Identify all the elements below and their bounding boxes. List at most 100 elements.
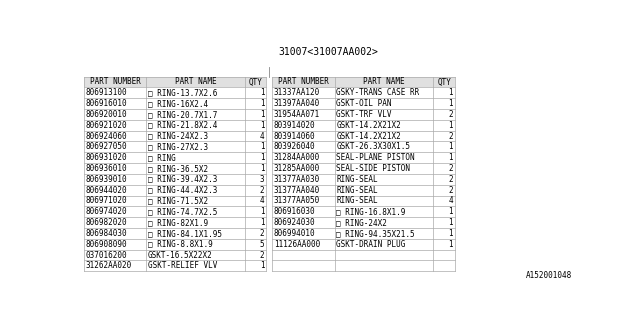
Text: 806916030: 806916030 — [274, 207, 316, 216]
Text: 806927050: 806927050 — [86, 142, 127, 151]
Text: 4: 4 — [449, 196, 453, 205]
Text: 31337AA120: 31337AA120 — [274, 88, 320, 97]
Text: 31377AA030: 31377AA030 — [274, 175, 320, 184]
Text: 806924030: 806924030 — [274, 218, 316, 227]
Bar — [273, 76, 455, 87]
Text: 1: 1 — [449, 207, 453, 216]
Text: 2: 2 — [449, 175, 453, 184]
Text: 806944020: 806944020 — [86, 186, 127, 195]
Text: □ RING: □ RING — [148, 153, 176, 162]
Text: □ RING-71.5X2: □ RING-71.5X2 — [148, 196, 208, 205]
Text: 806908090: 806908090 — [86, 240, 127, 249]
Text: □ RING-24X2: □ RING-24X2 — [337, 218, 387, 227]
Text: □ RING-21.8X2.4: □ RING-21.8X2.4 — [148, 121, 218, 130]
Text: □ RING-74.7X2.5: □ RING-74.7X2.5 — [148, 207, 218, 216]
Text: 806920010: 806920010 — [86, 110, 127, 119]
Text: □ RING-13.7X2.6: □ RING-13.7X2.6 — [148, 88, 218, 97]
Text: 1: 1 — [449, 121, 453, 130]
Text: PART NAME: PART NAME — [364, 77, 405, 86]
Text: □ RING-94.35X21.5: □ RING-94.35X21.5 — [337, 229, 415, 238]
Text: 2: 2 — [260, 186, 264, 195]
Text: □ RING-84.1X1.95: □ RING-84.1X1.95 — [148, 229, 222, 238]
Text: 1: 1 — [260, 207, 264, 216]
Text: 803914020: 803914020 — [274, 121, 316, 130]
Text: 31377AA040: 31377AA040 — [274, 186, 320, 195]
Text: 806971020: 806971020 — [86, 196, 127, 205]
Text: PART NUMBER: PART NUMBER — [278, 77, 329, 86]
Text: SEAL-PLANE PISTON: SEAL-PLANE PISTON — [337, 153, 415, 162]
Text: □ RING-36.5X2: □ RING-36.5X2 — [148, 164, 208, 173]
Text: 31007<31007AA002>: 31007<31007AA002> — [278, 47, 378, 57]
Text: 2: 2 — [449, 186, 453, 195]
Text: 1: 1 — [449, 153, 453, 162]
Text: 806913100: 806913100 — [86, 88, 127, 97]
Text: 806936010: 806936010 — [86, 164, 127, 173]
Text: QTY: QTY — [249, 77, 262, 86]
Text: 1: 1 — [260, 99, 264, 108]
Text: GSKT-26.3X30X1.5: GSKT-26.3X30X1.5 — [337, 142, 410, 151]
Text: A152001048: A152001048 — [526, 271, 572, 280]
Text: □ RING-16X2.4: □ RING-16X2.4 — [148, 99, 208, 108]
Text: 806939010: 806939010 — [86, 175, 127, 184]
Text: 1: 1 — [449, 88, 453, 97]
Text: 1: 1 — [449, 142, 453, 151]
Text: 806984030: 806984030 — [86, 229, 127, 238]
Text: GSKT-16.5X22X2: GSKT-16.5X22X2 — [148, 251, 212, 260]
Text: □ RING-27X2.3: □ RING-27X2.3 — [148, 142, 208, 151]
Text: PART NUMBER: PART NUMBER — [90, 77, 141, 86]
Bar — [84, 76, 266, 87]
Text: □ RING-24X2.3: □ RING-24X2.3 — [148, 132, 208, 140]
Text: 806924060: 806924060 — [86, 132, 127, 140]
Text: 3: 3 — [260, 175, 264, 184]
Text: 1: 1 — [260, 88, 264, 97]
Text: 5: 5 — [260, 240, 264, 249]
Text: 806974020: 806974020 — [86, 207, 127, 216]
Text: GSKT-DRAIN PLUG: GSKT-DRAIN PLUG — [337, 240, 406, 249]
Text: 806931020: 806931020 — [86, 153, 127, 162]
Text: 11126AA000: 11126AA000 — [274, 240, 320, 249]
Text: 31397AA040: 31397AA040 — [274, 99, 320, 108]
Text: 1: 1 — [260, 121, 264, 130]
Text: SEAL-SIDE PISTON: SEAL-SIDE PISTON — [337, 164, 410, 173]
Text: 2: 2 — [449, 110, 453, 119]
Text: 1: 1 — [449, 218, 453, 227]
Text: □ RING-39.4X2.3: □ RING-39.4X2.3 — [148, 175, 218, 184]
Text: 2: 2 — [449, 132, 453, 140]
Text: 31284AA000: 31284AA000 — [274, 153, 320, 162]
Text: □ RING-44.4X2.3: □ RING-44.4X2.3 — [148, 186, 218, 195]
Text: 31954AA071: 31954AA071 — [274, 110, 320, 119]
Text: 31285AA000: 31285AA000 — [274, 164, 320, 173]
Text: GSKT-14.2X21X2: GSKT-14.2X21X2 — [337, 121, 401, 130]
Text: 806982020: 806982020 — [86, 218, 127, 227]
Text: 4: 4 — [260, 196, 264, 205]
Text: □ RING-8.8X1.9: □ RING-8.8X1.9 — [148, 240, 212, 249]
Text: 4: 4 — [260, 132, 264, 140]
Text: 806921020: 806921020 — [86, 121, 127, 130]
Text: 2: 2 — [260, 251, 264, 260]
Text: 1: 1 — [260, 110, 264, 119]
Text: GSKT-RELIEF VLV: GSKT-RELIEF VLV — [148, 261, 218, 270]
Text: GSKT-14.2X21X2: GSKT-14.2X21X2 — [337, 132, 401, 140]
Text: 1: 1 — [260, 218, 264, 227]
Text: QTY: QTY — [437, 77, 451, 86]
Text: GSKT-OIL PAN: GSKT-OIL PAN — [337, 99, 392, 108]
Text: RING-SEAL: RING-SEAL — [337, 196, 378, 205]
Text: 1: 1 — [260, 261, 264, 270]
Text: 2: 2 — [260, 229, 264, 238]
Text: 806994010: 806994010 — [274, 229, 316, 238]
Text: 806916010: 806916010 — [86, 99, 127, 108]
Text: 1: 1 — [449, 99, 453, 108]
Text: 1: 1 — [449, 229, 453, 238]
Text: GSKY-TRANS CASE RR: GSKY-TRANS CASE RR — [337, 88, 420, 97]
Text: 803926040: 803926040 — [274, 142, 316, 151]
Text: GSKT-TRF VLV: GSKT-TRF VLV — [337, 110, 392, 119]
Text: 1: 1 — [449, 240, 453, 249]
Text: RING-SEAL: RING-SEAL — [337, 175, 378, 184]
Text: RING-SEAL: RING-SEAL — [337, 186, 378, 195]
Text: □ RING-16.8X1.9: □ RING-16.8X1.9 — [337, 207, 406, 216]
Text: 31377AA050: 31377AA050 — [274, 196, 320, 205]
Text: □ RING-82X1.9: □ RING-82X1.9 — [148, 218, 208, 227]
Text: 1: 1 — [260, 164, 264, 173]
Text: 2: 2 — [449, 164, 453, 173]
Text: PART NAME: PART NAME — [175, 77, 216, 86]
